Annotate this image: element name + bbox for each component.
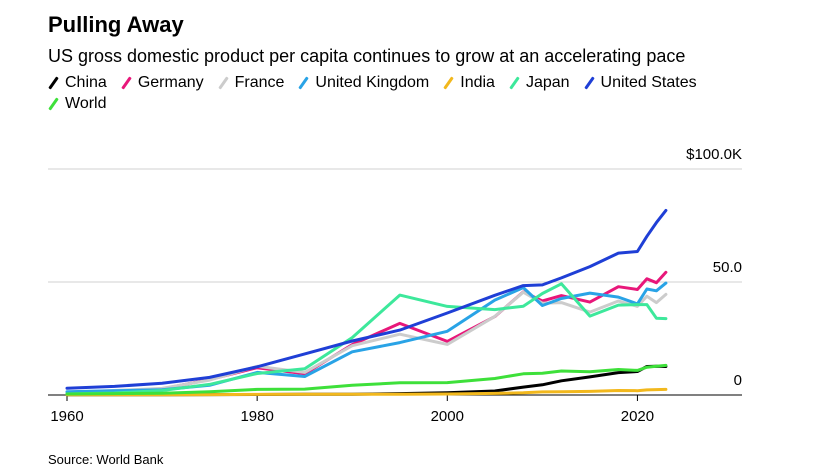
legend-item: World <box>48 93 107 114</box>
legend-swatch <box>217 75 229 90</box>
legend-label: India <box>460 74 495 91</box>
legend-item: France <box>217 72 285 93</box>
legend-swatch <box>48 96 59 111</box>
legend-label: Germany <box>137 74 204 91</box>
series-line <box>65 387 668 397</box>
x-tick-label: 2000 <box>431 408 464 425</box>
series-line <box>65 208 668 390</box>
legend-label: China <box>65 74 107 91</box>
series-line <box>65 282 668 396</box>
legend-item: United States <box>583 72 697 93</box>
legend-item: India <box>443 72 495 93</box>
series-line <box>65 290 668 394</box>
header: Pulling Away US gross domestic product p… <box>48 12 768 114</box>
legend-item: Japan <box>509 72 570 93</box>
chart-subtitle: US gross domestic product per capita con… <box>48 46 686 66</box>
y-tick-label: 50.0 <box>713 259 742 276</box>
legend-item: Germany <box>121 72 204 93</box>
legend-swatch <box>443 75 454 90</box>
legend-swatch <box>583 75 595 90</box>
legend-label: France <box>234 74 285 91</box>
chart-title: Pulling Away <box>48 12 184 37</box>
legend: China Germany France United Kingdom India Jap… <box>48 72 768 114</box>
legend-swatch <box>48 75 59 90</box>
x-tick-label: 1960 <box>50 408 83 425</box>
legend-swatch <box>509 75 520 90</box>
y-tick-label: 0 <box>734 372 742 389</box>
legend-swatch <box>121 75 132 90</box>
legend-label: World <box>65 95 107 112</box>
legend-item: China <box>48 72 107 93</box>
y-tick-label: $100.0K <box>686 146 742 163</box>
legend-label: Japan <box>525 74 570 91</box>
legend-item: United Kingdom <box>298 72 429 93</box>
legend-swatch <box>298 75 310 90</box>
legend-label: United States <box>600 74 697 91</box>
series-line <box>65 363 668 396</box>
x-tick-label: 2020 <box>621 408 654 425</box>
legend-label: United Kingdom <box>315 74 430 91</box>
x-tick-label: 1980 <box>240 408 273 425</box>
source: Source: World Bank <box>48 452 164 467</box>
